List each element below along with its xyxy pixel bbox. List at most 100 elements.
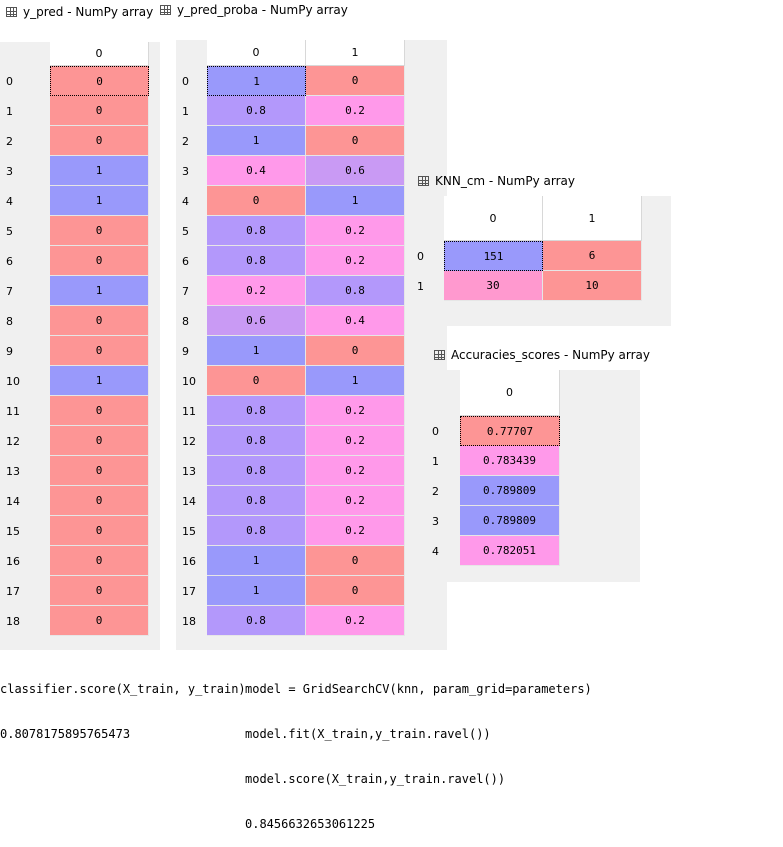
y-pred-cell[interactable]: 0 (50, 456, 149, 486)
accuracies-title-bar: Accuracies_scores - NumPy array (434, 348, 650, 362)
knn-cm-grid[interactable]: 0 1 0 151 6 1 30 10 (411, 196, 671, 326)
y-pred-cell[interactable]: 0 (50, 426, 149, 456)
y-pred-proba-row-header: 18 (182, 614, 196, 628)
y-pred-cell[interactable]: 1 (50, 366, 149, 396)
y-pred-proba-cell[interactable]: 0.2 (306, 246, 405, 276)
knn-cm-cell[interactable]: 30 (444, 271, 543, 301)
y-pred-cell[interactable]: 0 (50, 216, 149, 246)
y-pred-proba-cell[interactable]: 0.8 (207, 516, 306, 546)
y-pred-proba-cell[interactable]: 0.2 (306, 486, 405, 516)
y-pred-proba-row-header: 1 (182, 104, 189, 118)
y-pred-cell[interactable]: 0 (50, 126, 149, 156)
console-line: model.score(X_train,y_train.ravel()) (245, 772, 506, 786)
y-pred-proba-cell[interactable]: 0 (306, 66, 405, 96)
y-pred-cell[interactable]: 0 (50, 546, 149, 576)
y-pred-proba-cell[interactable]: 0.6 (207, 306, 306, 336)
y-pred-row-header: 6 (6, 254, 13, 268)
console-line: classifier.score(X_train, y_train) (0, 682, 246, 696)
accuracies-cell[interactable]: 0.789809 (460, 506, 560, 536)
y-pred-proba-row-header: 17 (182, 584, 196, 598)
y-pred-title-bar: y_pred - NumPy array (6, 5, 153, 19)
y-pred-proba-cell[interactable]: 0.8 (207, 606, 306, 636)
y-pred-cell[interactable]: 0 (50, 396, 149, 426)
knn-cm-row-header: 1 (417, 279, 424, 293)
y-pred-row-header: 5 (6, 224, 13, 238)
y-pred-proba-cell[interactable]: 0 (306, 576, 405, 606)
y-pred-proba-cell[interactable]: 0.4 (306, 306, 405, 336)
y-pred-proba-cell[interactable]: 0 (207, 366, 306, 396)
y-pred-cell[interactable]: 0 (50, 306, 149, 336)
y-pred-proba-row-header: 9 (182, 344, 189, 358)
y-pred-proba-cell[interactable]: 0.2 (207, 276, 306, 306)
y-pred-proba-cell[interactable]: 0.8 (207, 486, 306, 516)
knn-cm-cell[interactable]: 6 (543, 241, 642, 271)
y-pred-cell[interactable]: 0 (50, 66, 149, 96)
knn-cm-cell[interactable]: 151 (444, 241, 543, 271)
y-pred-proba-cell[interactable]: 0 (306, 336, 405, 366)
y-pred-proba-cell[interactable]: 1 (207, 336, 306, 366)
y-pred-proba-cell[interactable]: 0.2 (306, 426, 405, 456)
y-pred-cell[interactable]: 1 (50, 156, 149, 186)
y-pred-proba-cell[interactable]: 0.8 (207, 396, 306, 426)
console-line: model.fit(X_train,y_train.ravel()) (245, 727, 491, 741)
y-pred-cell[interactable]: 0 (50, 516, 149, 546)
y-pred-proba-cell[interactable]: 0.8 (207, 246, 306, 276)
y-pred-proba-cell[interactable]: 0.4 (207, 156, 306, 186)
y-pred-row-header: 11 (6, 404, 20, 418)
y-pred-row-header: 16 (6, 554, 20, 568)
y-pred-cell[interactable]: 0 (50, 96, 149, 126)
y-pred-proba-cell[interactable]: 0.8 (207, 216, 306, 246)
y-pred-row-header: 2 (6, 134, 13, 148)
y-pred-proba-row-header: 2 (182, 134, 189, 148)
y-pred-proba-cell[interactable]: 1 (207, 576, 306, 606)
y-pred-proba-grid[interactable]: 0 1 0 1 0 1 0.8 0.2 2 1 0 3 0.4 0.6 4 0 1 5 0.8 0.2 6 0.8 0.2 7… (176, 40, 447, 650)
y-pred-proba-title: y_pred_proba - NumPy array (177, 3, 348, 17)
y-pred-cell[interactable]: 0 (50, 246, 149, 276)
y-pred-proba-cell[interactable]: 0.2 (306, 456, 405, 486)
y-pred-proba-cell[interactable]: 0.6 (306, 156, 405, 186)
y-pred-proba-cell[interactable]: 0.2 (306, 516, 405, 546)
y-pred-proba-cell[interactable]: 0.2 (306, 396, 405, 426)
y-pred-cell[interactable]: 0 (50, 486, 149, 516)
knn-cm-cell[interactable]: 10 (543, 271, 642, 301)
y-pred-proba-cell[interactable]: 0.8 (306, 276, 405, 306)
knn-cm-title: KNN_cm - NumPy array (435, 174, 575, 188)
grid-icon (6, 7, 17, 17)
y-pred-cell[interactable]: 1 (50, 276, 149, 306)
accuracies-cell[interactable]: 0.77707 (460, 416, 560, 446)
y-pred-grid[interactable]: 0 0 0 1 0 2 0 3 1 4 1 5 0 6 0 7 1 8 0 9 0 10 1 11 0 12 0 13 0 14 0 15 0 1… (0, 42, 160, 650)
y-pred-cell[interactable]: 0 (50, 576, 149, 606)
y-pred-proba-cell[interactable]: 0 (306, 546, 405, 576)
y-pred-proba-cell[interactable]: 0.2 (306, 606, 405, 636)
y-pred-row-header: 0 (6, 74, 13, 88)
grid-icon (434, 350, 445, 360)
y-pred-proba-cell[interactable]: 0.8 (207, 456, 306, 486)
y-pred-proba-cell[interactable]: 1 (306, 366, 405, 396)
console-line: model = GridSearchCV(knn, param_grid=par… (245, 682, 592, 696)
y-pred-proba-row-header: 12 (182, 434, 196, 448)
y-pred-proba-cell[interactable]: 1 (306, 186, 405, 216)
y-pred-cell[interactable]: 1 (50, 186, 149, 216)
accuracies-row-header: 4 (432, 544, 439, 558)
y-pred-proba-cell[interactable]: 0 (207, 186, 306, 216)
y-pred-proba-cell[interactable]: 0.2 (306, 96, 405, 126)
console-output: 0.8456632653061225 (245, 817, 376, 831)
accuracies-cell[interactable]: 0.783439 (460, 446, 560, 476)
y-pred-proba-cell[interactable]: 1 (207, 66, 306, 96)
grid-icon (160, 5, 171, 15)
y-pred-proba-cell[interactable]: 0.8 (207, 96, 306, 126)
accuracies-grid[interactable]: 0 0 0.77707 1 0.783439 2 0.789809 3 0.789809 4 0.7… (426, 370, 640, 582)
y-pred-row-header: 8 (6, 314, 13, 328)
console-output: 0.8078175895765473 (0, 727, 131, 741)
y-pred-proba-cell[interactable]: 0 (306, 126, 405, 156)
y-pred-proba-row-header: 15 (182, 524, 196, 538)
y-pred-proba-cell[interactable]: 1 (207, 126, 306, 156)
y-pred-row-header: 14 (6, 494, 20, 508)
y-pred-cell[interactable]: 0 (50, 606, 149, 636)
y-pred-proba-cell[interactable]: 1 (207, 546, 306, 576)
y-pred-proba-cell[interactable]: 0.8 (207, 426, 306, 456)
y-pred-cell[interactable]: 0 (50, 336, 149, 366)
y-pred-proba-cell[interactable]: 0.2 (306, 216, 405, 246)
accuracies-cell[interactable]: 0.782051 (460, 536, 560, 566)
accuracies-cell[interactable]: 0.789809 (460, 476, 560, 506)
